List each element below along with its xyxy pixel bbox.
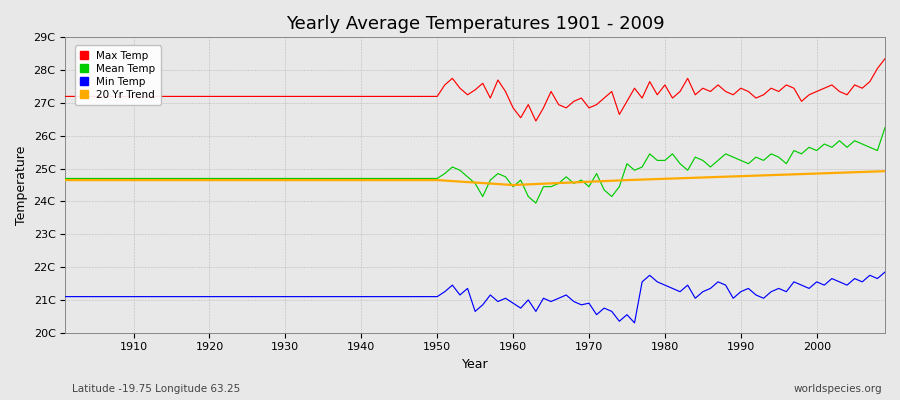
Title: Yearly Average Temperatures 1901 - 2009: Yearly Average Temperatures 1901 - 2009 bbox=[286, 15, 664, 33]
Text: worldspecies.org: worldspecies.org bbox=[794, 384, 882, 394]
Y-axis label: Temperature: Temperature bbox=[15, 145, 28, 225]
X-axis label: Year: Year bbox=[462, 358, 489, 371]
Text: Latitude -19.75 Longitude 63.25: Latitude -19.75 Longitude 63.25 bbox=[72, 384, 240, 394]
Legend: Max Temp, Mean Temp, Min Temp, 20 Yr Trend: Max Temp, Mean Temp, Min Temp, 20 Yr Tre… bbox=[75, 46, 161, 105]
